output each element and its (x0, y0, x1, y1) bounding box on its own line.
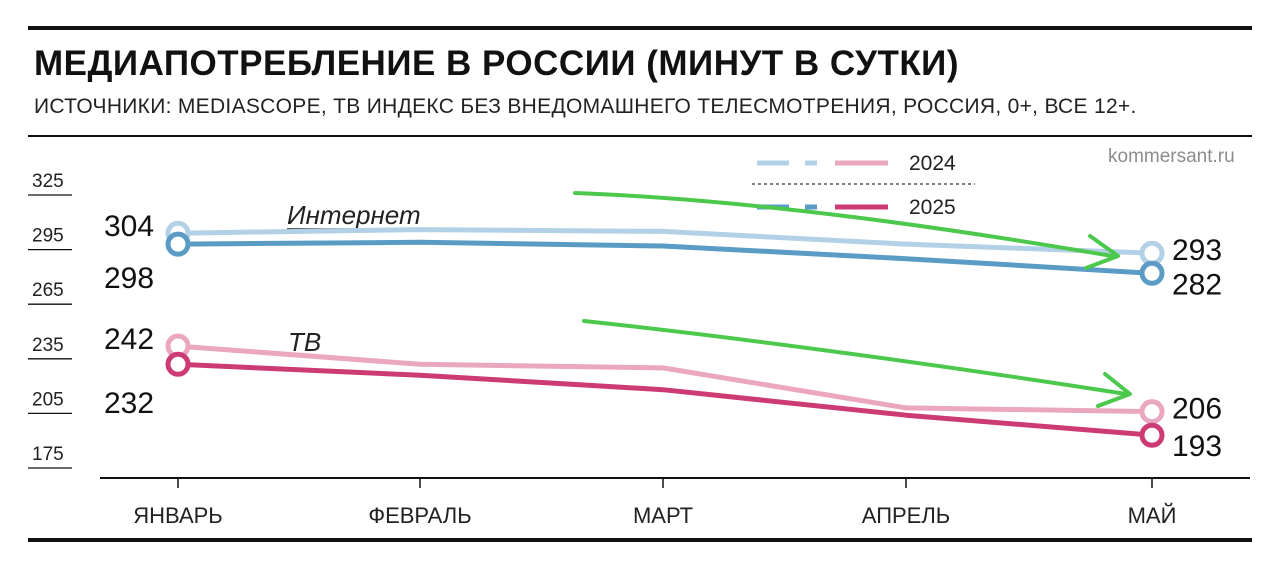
x-tick-label: АПРЕЛЬ (862, 503, 950, 528)
x-tick-label: ФЕВРАЛЬ (368, 503, 471, 528)
x-tick-label: МАРТ (633, 503, 693, 528)
top-rule (28, 26, 1252, 30)
series-line-tv-2024 (175, 343, 1155, 415)
x-tick-label: МАЙ (1128, 503, 1177, 528)
series-end-marker (1139, 240, 1165, 266)
chart-subtitle: ИСТОЧНИКИ: MEDIASCOPE, ТВ ИНДЕКС БЕЗ ВНЕ… (34, 95, 1137, 118)
bottom-rule (28, 538, 1252, 542)
y-tick-label: 295 (32, 226, 64, 247)
legend-label-2024: 2024 (909, 152, 956, 175)
series-end-value-label: 206 (1172, 393, 1222, 426)
series-end-value-label: 293 (1172, 234, 1222, 267)
group-label-tv: ТВ (288, 327, 321, 357)
y-tick-label: 175 (32, 444, 64, 465)
series-end-marker (1139, 422, 1165, 448)
legend-label-2025: 2025 (909, 196, 956, 219)
trend-arrowhead-tv (1096, 372, 1132, 408)
header-separator (28, 135, 1252, 137)
source-credit: kommersant.ru (1108, 146, 1235, 167)
series-start-value-label: 232 (104, 387, 154, 420)
series-start-value-label: 298 (104, 262, 154, 295)
series-end-marker (1139, 399, 1165, 425)
y-tick-label: 325 (32, 171, 64, 192)
series-start-marker (165, 351, 191, 377)
y-tick-label: 235 (32, 335, 64, 356)
series-start-value-label: 304 (104, 210, 154, 243)
x-tick-label: ЯНВАРЬ (133, 503, 223, 528)
series-start-value-label: 242 (104, 323, 154, 356)
series-line-internet-2025 (175, 239, 1155, 276)
series-end-value-label: 193 (1172, 430, 1222, 463)
series-start-marker (165, 231, 191, 257)
series-end-value-label: 282 (1172, 268, 1222, 301)
series-line-internet-2024 (175, 227, 1155, 256)
series-line-tv-2025 (175, 361, 1155, 438)
y-tick-label: 205 (32, 389, 64, 410)
trend-arrowhead-internet (1084, 234, 1120, 270)
chart-title: МЕДИАПОТРЕБЛЕНИЕ В РОССИИ (МИНУТ В СУТКИ… (34, 44, 959, 83)
y-tick-label: 265 (32, 280, 64, 301)
series-end-marker (1139, 260, 1165, 286)
trend-arrow-tv (582, 319, 1128, 396)
group-label-internet: Интернет (287, 200, 421, 230)
trend-arrow-internet (573, 191, 1114, 258)
